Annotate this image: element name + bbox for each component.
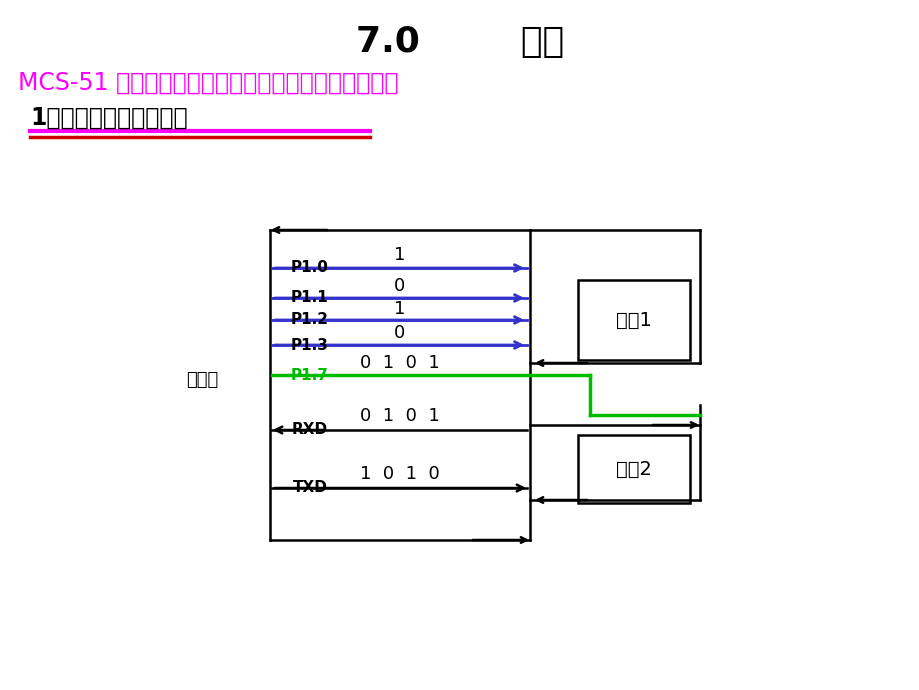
Text: 1、并行通信和串行通信: 1、并行通信和串行通信 <box>30 106 187 130</box>
Text: 单片机: 单片机 <box>186 371 218 389</box>
Text: RXD: RXD <box>291 422 328 437</box>
Text: 外设2: 外设2 <box>616 460 652 478</box>
Text: 1  0  1  0: 1 0 1 0 <box>359 465 439 483</box>
Text: TXD: TXD <box>292 480 327 495</box>
Text: P1.7: P1.7 <box>290 368 329 382</box>
Text: P1.0: P1.0 <box>290 261 329 275</box>
Text: 0: 0 <box>393 324 404 342</box>
Bar <box>577 435 689 503</box>
Text: MCS-51 单片机内部集成了一个全双工异步通信串行口: MCS-51 单片机内部集成了一个全双工异步通信串行口 <box>18 71 398 95</box>
Text: 7.0        概述: 7.0 概述 <box>356 25 563 59</box>
Text: P1.3: P1.3 <box>290 337 329 353</box>
Text: 1: 1 <box>393 246 404 264</box>
Text: 外设1: 外设1 <box>616 310 652 330</box>
Text: 0  1  0  1: 0 1 0 1 <box>359 354 439 372</box>
Text: P1.2: P1.2 <box>290 313 329 328</box>
Text: 0: 0 <box>393 277 404 295</box>
Text: P1.1: P1.1 <box>290 290 328 306</box>
Text: 1: 1 <box>393 300 404 318</box>
Bar <box>577 280 689 360</box>
Text: 0  1  0  1: 0 1 0 1 <box>359 407 439 425</box>
